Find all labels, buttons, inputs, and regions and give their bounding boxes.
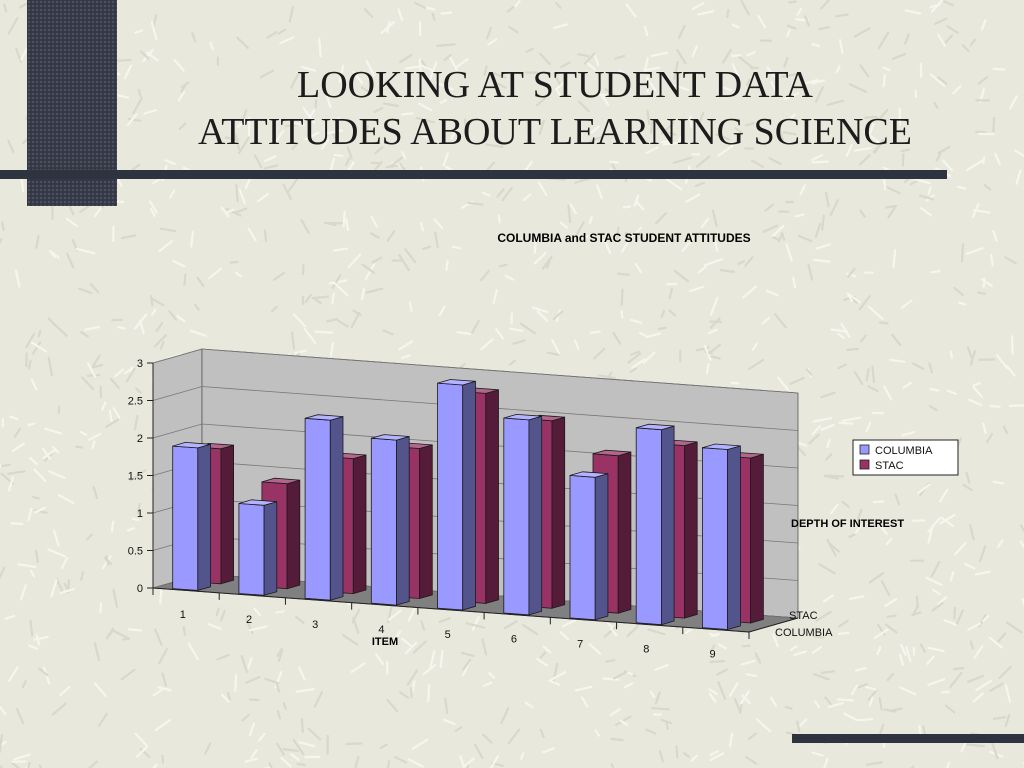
gridline (152, 386, 799, 431)
bar-side-face (727, 445, 741, 631)
bar-side-face (594, 473, 609, 621)
bar-top-face (437, 379, 476, 386)
slide-title: LOOKING AT STUDENT DATA ATTITUDES ABOUT … (120, 62, 990, 156)
bar-front-face (635, 427, 662, 626)
bar-front-face (437, 382, 464, 611)
depth-axis-line (748, 617, 799, 633)
bar-side-face (329, 416, 344, 601)
bar-side-face (485, 389, 499, 604)
x-tick-label: 8 (643, 643, 649, 655)
depth-axis-title: DEPTH OF INTEREST (791, 518, 904, 530)
x-tick-label: 2 (246, 614, 252, 626)
depth-tick-label: COLUMBIA (775, 627, 833, 639)
slide-title-line-2: ATTITUDES ABOUT LEARNING SCIENCE (198, 111, 912, 153)
bar-front-face (702, 447, 728, 630)
bar-columbia-item-2 (238, 499, 278, 596)
bar-top-face (569, 471, 609, 478)
bar-side-face (419, 444, 433, 600)
chart-legend: COLUMBIA STAC (852, 439, 959, 476)
bar-columbia-item-8 (635, 423, 675, 626)
bar-side-face (661, 425, 675, 626)
legend-swatch-columbia (859, 444, 870, 455)
title-divider-rule (0, 170, 947, 179)
bar-side-face (551, 416, 566, 609)
bar-columbia-item-3 (304, 414, 344, 601)
x-axis-line (152, 587, 750, 633)
y-tick-label: 0.5 (128, 546, 143, 558)
y-tick-label: 0 (137, 583, 143, 595)
bar-front-face (503, 417, 530, 616)
bar-top-face (702, 443, 741, 450)
bar-top-face (636, 423, 675, 431)
x-tick-label: 6 (511, 634, 517, 646)
bar-top-face (592, 449, 632, 457)
bar-top-face (261, 477, 300, 485)
bar-side-face (197, 443, 212, 591)
legend-box (852, 439, 959, 476)
x-tick-label: 5 (445, 629, 451, 641)
bar-columbia-item-7 (569, 471, 609, 621)
bar-front-face (569, 474, 596, 621)
x-tick-label: 7 (577, 639, 583, 651)
bar-side-face (684, 441, 698, 619)
x-tick-label: 9 (710, 648, 716, 660)
bar-front-face (304, 417, 331, 601)
bar-columbia-item-4 (370, 434, 410, 606)
bar-side-face (396, 435, 410, 606)
bar-side-face (263, 501, 278, 596)
bar-front-face (238, 503, 265, 596)
bar-side-face (352, 454, 367, 595)
bar-top-face (172, 441, 211, 449)
bar-top-face (371, 434, 410, 441)
gridline (152, 348, 799, 394)
bar-columbia-item-6 (503, 413, 543, 616)
bar-front-face (172, 445, 199, 591)
chart-title: COLUMBIA and STAC STUDENT ATTITUDES (497, 231, 750, 245)
legend-swatch-stac (859, 459, 870, 470)
legend-label-stac: STAC (875, 460, 904, 472)
bar-columbia-item-1 (172, 441, 212, 591)
depth-tick-label: STAC (789, 610, 818, 622)
legend-label-columbia: COLUMBIA (875, 445, 933, 457)
bar-side-face (286, 479, 301, 590)
bar-side-face (617, 451, 632, 614)
bar-columbia-item-9 (702, 443, 741, 631)
bar-top-face (503, 413, 542, 421)
bar-columbia-item-5 (437, 379, 476, 611)
bar-top-face (238, 499, 277, 506)
slide-title-line-1: LOOKING AT STUDENT DATA (297, 64, 813, 106)
bar-side-face (528, 415, 543, 616)
bar-front-face (370, 437, 397, 606)
footer-rule (792, 734, 1024, 743)
y-tick-label: 3 (137, 358, 143, 370)
y-tick-label: 2.5 (128, 396, 143, 408)
bar-side-face (220, 444, 235, 585)
y-tick-label: 2 (137, 433, 143, 445)
x-tick-label: 3 (312, 619, 318, 631)
x-axis-title: ITEM (372, 636, 398, 648)
bar-side-face (750, 453, 764, 624)
x-tick-label: 4 (378, 624, 384, 636)
bar-top-face (304, 414, 344, 421)
y-tick-label: 1 (137, 508, 143, 520)
bar-side-face (462, 380, 476, 611)
x-tick-label: 1 (180, 609, 186, 621)
y-tick-label: 1.5 (128, 471, 143, 483)
